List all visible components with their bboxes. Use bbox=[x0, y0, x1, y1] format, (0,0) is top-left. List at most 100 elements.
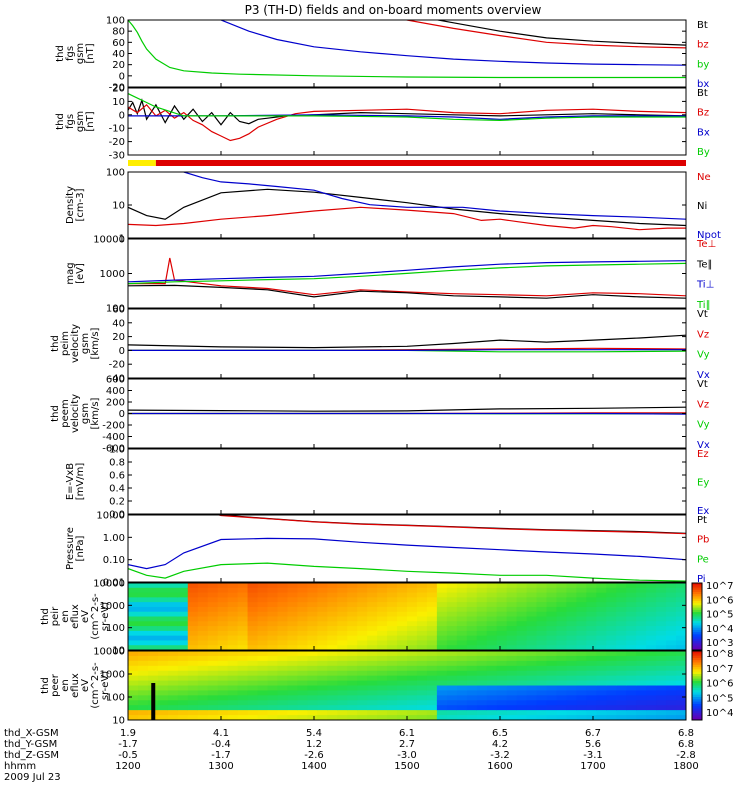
colorbar-segment bbox=[692, 651, 702, 654]
y-axis-label: Density bbox=[65, 186, 76, 224]
heatmap-cell bbox=[227, 665, 239, 672]
heatmap-cell bbox=[257, 621, 269, 627]
heatmap-cell bbox=[536, 665, 548, 672]
heatmap-cell bbox=[416, 715, 428, 720]
series-group bbox=[128, 257, 686, 299]
heatmap-cell bbox=[676, 587, 686, 594]
heatmap-cell bbox=[387, 680, 398, 687]
panel-frame bbox=[127, 308, 687, 379]
heatmap-cell bbox=[347, 626, 358, 632]
heatmap-cell bbox=[646, 690, 657, 696]
heatmap-cell bbox=[397, 665, 408, 672]
heatmap-cell bbox=[526, 685, 538, 692]
heatmap-cell bbox=[636, 655, 647, 662]
heatmap-cell bbox=[676, 675, 686, 682]
axis-row-label: thd_X-GSM bbox=[4, 728, 59, 739]
y-tick-label: 0.0 bbox=[109, 510, 125, 521]
heatmap-cell bbox=[387, 665, 398, 672]
heatmap-cell bbox=[576, 695, 587, 701]
heatmap-cell bbox=[556, 602, 568, 608]
spectrogram bbox=[128, 651, 686, 720]
series-line-Npot bbox=[183, 172, 686, 220]
heatmap-cell bbox=[377, 602, 388, 608]
heatmap-cell bbox=[137, 685, 149, 692]
heatmap-cell bbox=[566, 611, 577, 618]
heatmap-cell bbox=[556, 680, 568, 687]
heatmap-cell bbox=[476, 626, 488, 632]
heatmap-cell bbox=[167, 700, 179, 706]
heatmap-cell bbox=[636, 675, 647, 682]
heatmap-cell bbox=[556, 695, 568, 701]
heatmap-cell bbox=[287, 592, 298, 598]
heatmap-cell bbox=[137, 597, 149, 603]
y-tick-label: 100 bbox=[106, 623, 125, 634]
heatmap-cell bbox=[596, 640, 607, 646]
heatmap-cell bbox=[586, 665, 597, 672]
heatmap-cell bbox=[337, 611, 348, 618]
heatmap-cell bbox=[167, 695, 179, 701]
heatmap-cell bbox=[287, 597, 298, 603]
heatmap-cell bbox=[247, 583, 259, 589]
heatmap-cell bbox=[217, 602, 229, 608]
heatmap-cell bbox=[217, 695, 229, 701]
heatmap-cell bbox=[128, 685, 139, 692]
heatmap-cell bbox=[397, 710, 408, 716]
heatmap-cell bbox=[596, 602, 607, 608]
heatmap-cell bbox=[446, 630, 458, 637]
heatmap-cell bbox=[227, 690, 239, 696]
y-tick-label: 1.0 bbox=[109, 445, 125, 456]
heatmap-cell bbox=[576, 675, 587, 682]
y-axis-label: [mV/m] bbox=[75, 463, 86, 501]
heatmap-cell bbox=[237, 602, 249, 608]
heatmap-cell bbox=[197, 660, 209, 667]
heatmap-cell bbox=[456, 651, 468, 657]
heatmap-cell bbox=[436, 705, 448, 711]
heatmap-cell bbox=[526, 700, 538, 706]
heatmap-cell bbox=[267, 660, 279, 667]
heatmap-cell bbox=[157, 700, 169, 706]
heatmap-cell bbox=[566, 700, 577, 706]
heatmap-cell bbox=[466, 583, 478, 589]
heatmap-cell bbox=[157, 635, 169, 642]
heatmap-cell bbox=[327, 626, 338, 632]
heatmap-cell bbox=[177, 616, 189, 622]
heatmap-cell bbox=[387, 651, 398, 657]
heatmap-cell bbox=[616, 690, 627, 696]
heatmap-cell bbox=[486, 670, 498, 677]
heatmap-cell bbox=[656, 635, 667, 642]
heatmap-cell bbox=[337, 660, 348, 667]
heatmap-cell bbox=[187, 606, 199, 613]
heatmap-cell bbox=[247, 695, 259, 701]
panel-frame bbox=[127, 171, 687, 239]
y-tick-label: 0.10 bbox=[103, 555, 125, 566]
heatmap-cell bbox=[466, 597, 478, 603]
heatmap-cell bbox=[387, 710, 398, 716]
heatmap-cell bbox=[367, 690, 378, 696]
heatmap-cell bbox=[247, 606, 259, 613]
heatmap-cell bbox=[626, 685, 637, 692]
heatmap-cell bbox=[287, 630, 298, 637]
heatmap-cell bbox=[317, 715, 328, 720]
heatmap-cell bbox=[247, 621, 259, 627]
colorbar-segment bbox=[692, 717, 702, 721]
heatmap-cell bbox=[277, 660, 289, 667]
heatmap-cell bbox=[167, 635, 179, 642]
heatmap-cell bbox=[128, 611, 139, 618]
legend-entry: Ti∥ bbox=[696, 300, 711, 311]
heatmap-cell bbox=[546, 583, 558, 589]
heatmap-cell bbox=[397, 592, 408, 598]
heatmap-cell bbox=[496, 640, 508, 646]
heatmap-cell bbox=[446, 606, 458, 613]
heatmap-cell bbox=[576, 700, 587, 706]
heatmap-cell bbox=[596, 597, 607, 603]
heatmap-cell bbox=[287, 695, 298, 701]
heatmap-cell bbox=[526, 690, 538, 696]
heatmap-cell bbox=[556, 616, 568, 622]
colorbar-segment bbox=[692, 697, 702, 700]
heatmap-cell bbox=[466, 606, 478, 613]
heatmap-cell bbox=[516, 602, 528, 608]
heatmap-cell bbox=[157, 680, 169, 687]
heatmap-cell bbox=[147, 583, 159, 589]
heatmap-cell bbox=[496, 630, 508, 637]
heatmap-cell bbox=[426, 630, 438, 637]
